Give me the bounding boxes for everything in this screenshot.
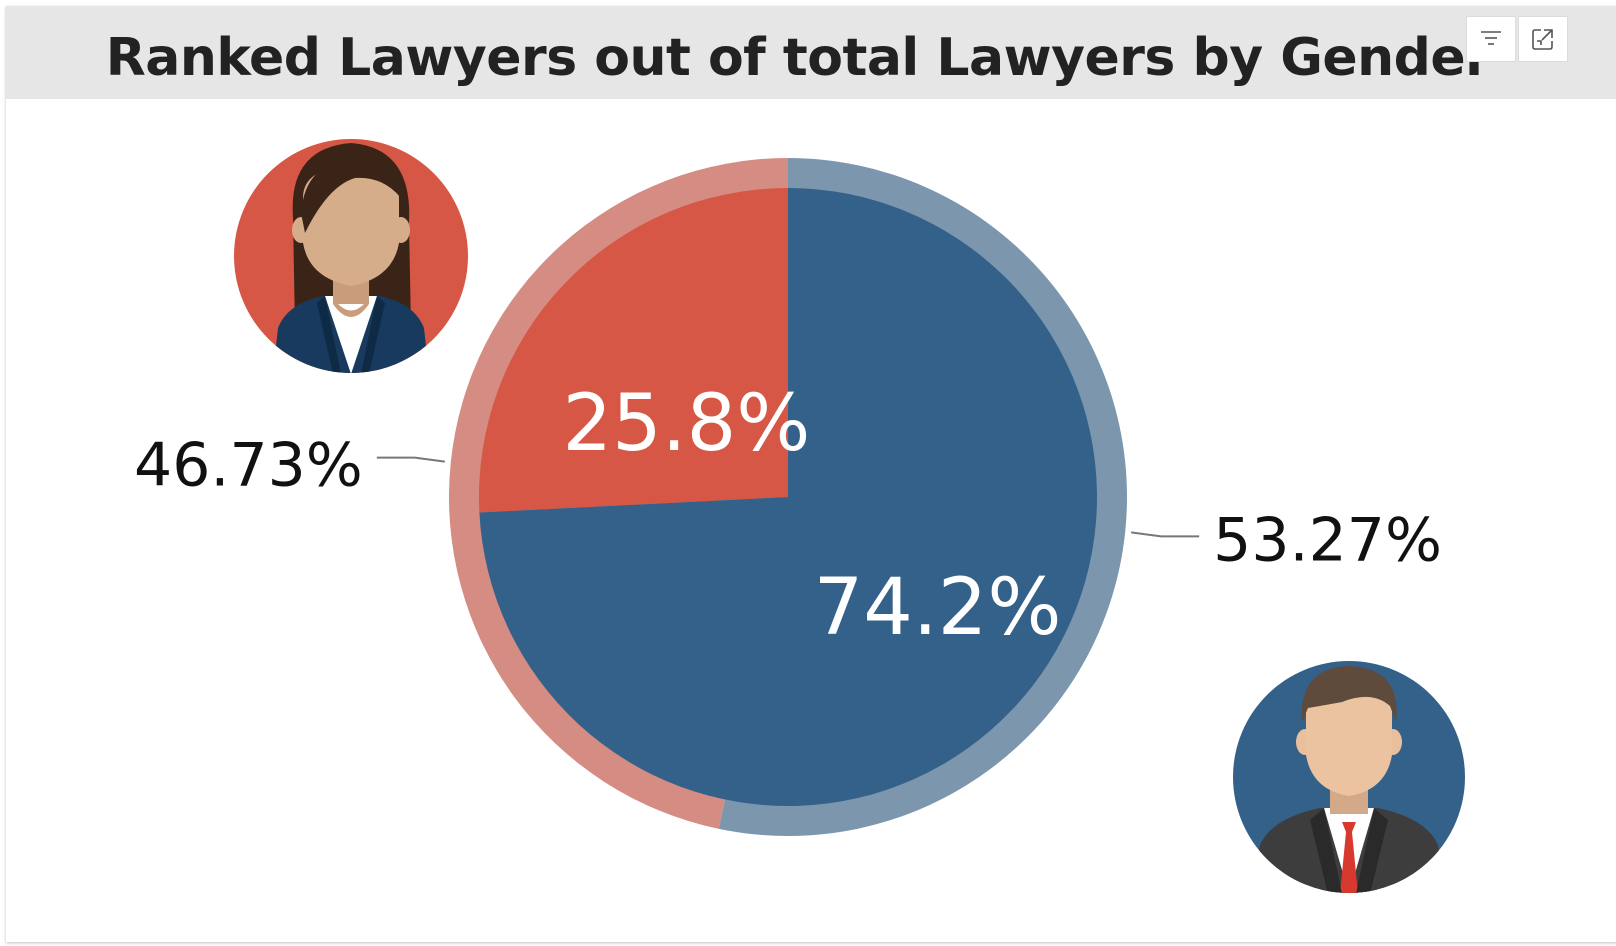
- label-inner-female: 25.8%: [563, 379, 811, 469]
- leader-line-male: [1131, 531, 1200, 538]
- label-outer-male: 53.27%: [1213, 505, 1442, 575]
- focus-mode-button[interactable]: [1518, 16, 1568, 62]
- male-lawyer-avatar: [1233, 661, 1465, 893]
- inner-slice-female: [479, 188, 788, 513]
- label-outer-female: 46.73%: [134, 431, 363, 501]
- filter-button[interactable]: [1466, 16, 1516, 62]
- filter-icon: [1481, 31, 1501, 45]
- female-lawyer-avatar: [234, 139, 468, 373]
- leader-line-female: [376, 456, 445, 463]
- chart-title: Ranked Lawyers out of total Lawyers by G…: [105, 28, 1491, 88]
- focus-mode-icon: [1532, 29, 1553, 50]
- title-bar: Ranked Lawyers out of total Lawyers by G…: [6, 6, 1616, 99]
- label-inner-male: 74.2%: [814, 563, 1062, 653]
- inner-slice-male: [479, 188, 1098, 806]
